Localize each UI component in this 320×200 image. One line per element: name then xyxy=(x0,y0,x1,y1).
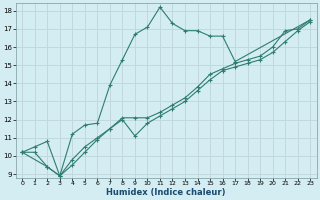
X-axis label: Humidex (Indice chaleur): Humidex (Indice chaleur) xyxy=(107,188,226,197)
